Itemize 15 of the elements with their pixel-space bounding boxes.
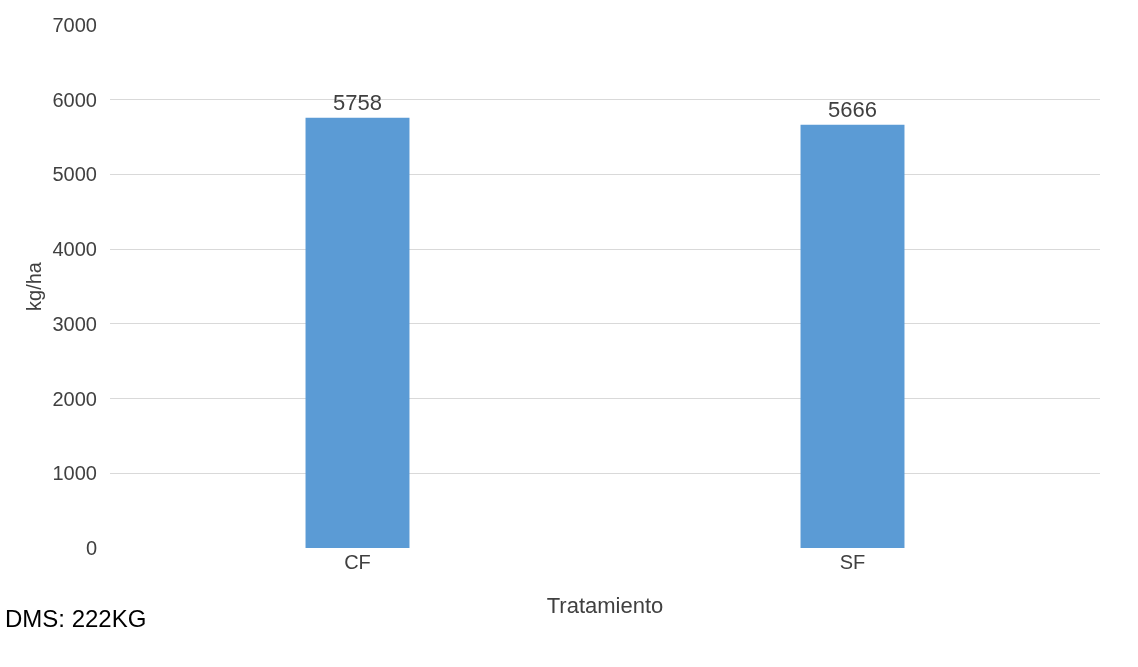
y-tick-label: 0: [85, 537, 97, 559]
y-tick-label: 1000: [52, 462, 97, 485]
y-tick-label: 7000: [52, 14, 97, 36]
x-axis-title: Tratamiento: [546, 592, 664, 618]
text: DMS: 222KG: [5, 605, 147, 632]
y-tick-label: 6000: [52, 88, 97, 111]
y-tick-label: 2000: [52, 387, 97, 410]
y-tick-label: 4000: [52, 238, 97, 261]
data-label: 5666: [828, 96, 877, 122]
y-tick-label: 5000: [52, 163, 97, 186]
data-label: 5758: [333, 89, 382, 115]
y-axis-title: kg/ha: [23, 261, 45, 311]
x-tick-label: CF: [344, 551, 371, 573]
x-tick-label: SF: [839, 551, 866, 573]
y-tick-label: 3000: [52, 312, 97, 335]
